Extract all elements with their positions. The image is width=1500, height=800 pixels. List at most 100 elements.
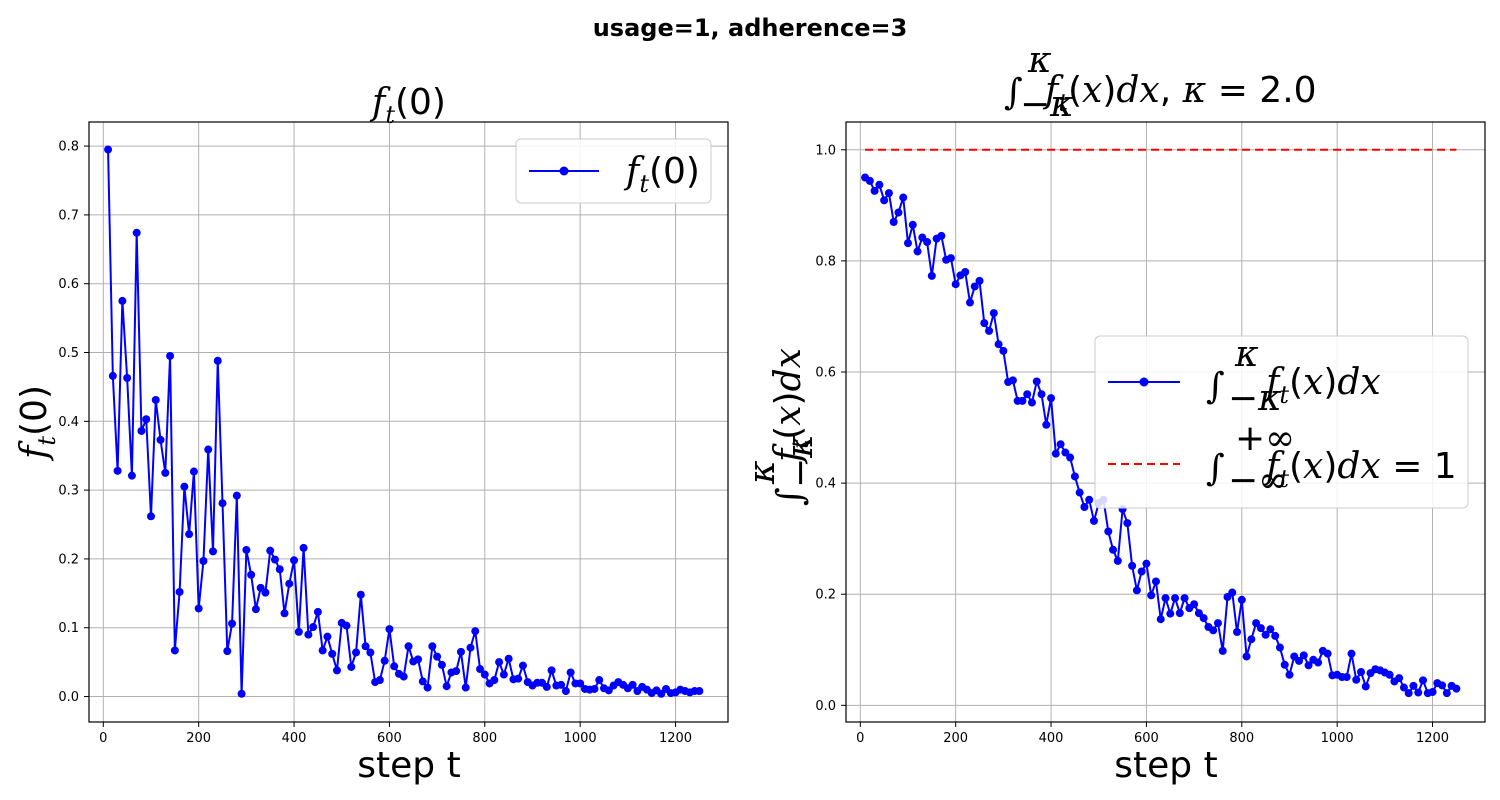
- data-point: [108, 371, 117, 380]
- left-x-axis-label: step t: [357, 745, 460, 786]
- x-tick-label: 1200: [659, 731, 692, 746]
- data-point: [1042, 420, 1051, 429]
- data-point: [1266, 625, 1275, 634]
- y-tick-label: 0.5: [58, 346, 79, 361]
- data-point: [884, 189, 893, 198]
- data-point: [1047, 394, 1056, 403]
- data-point: [1256, 624, 1265, 633]
- data-point: [1085, 495, 1094, 504]
- data-point: [1171, 594, 1180, 603]
- data-point: [1051, 449, 1060, 458]
- data-point: [433, 652, 442, 661]
- x-tick-label: 400: [282, 731, 307, 746]
- data-point: [1213, 619, 1222, 628]
- right-legend-label-2: ∫ +∞ −∞ ft(x)dx = 1: [1206, 418, 1457, 501]
- data-point: [304, 630, 313, 639]
- y-tick-label: 0.3: [58, 484, 79, 499]
- data-point: [999, 346, 1008, 355]
- data-point: [199, 556, 208, 565]
- data-point: [875, 180, 884, 189]
- data-point: [156, 435, 165, 444]
- data-point: [1261, 630, 1270, 639]
- data-point: [208, 547, 217, 556]
- data-point: [352, 648, 361, 657]
- data-point: [1075, 488, 1084, 497]
- x-tick-label: 0: [99, 731, 107, 746]
- data-point: [232, 491, 241, 500]
- left-legend: ft(0): [515, 138, 712, 204]
- svg-text:−κ: −κ: [1228, 378, 1282, 419]
- data-point: [1428, 688, 1437, 696]
- data-point: [695, 687, 704, 696]
- data-point: [557, 680, 566, 689]
- data-point: [1280, 660, 1289, 669]
- data-point: [423, 683, 432, 692]
- data-point: [1237, 595, 1246, 604]
- data-point: [1190, 600, 1199, 609]
- data-point: [328, 649, 337, 658]
- svg-text:−κ: −κ: [780, 434, 821, 488]
- data-point: [318, 646, 327, 655]
- y-tick-label: 0.1: [58, 621, 79, 636]
- data-point: [1066, 453, 1075, 462]
- y-tick-label: 0.6: [58, 277, 79, 292]
- data-point: [390, 662, 399, 671]
- data-point: [104, 145, 113, 154]
- data-point: [1070, 472, 1079, 481]
- data-point: [946, 254, 955, 263]
- right-legend-box: [1094, 335, 1469, 509]
- data-point: [899, 193, 908, 202]
- data-point: [1275, 643, 1284, 652]
- data-point: [1442, 689, 1451, 698]
- data-point: [865, 176, 874, 185]
- data-point: [913, 247, 922, 256]
- data-point: [961, 268, 970, 276]
- data-point: [437, 660, 446, 669]
- data-point: [1438, 681, 1447, 690]
- data-point: [461, 683, 470, 692]
- data-point: [251, 605, 260, 614]
- data-point: [561, 687, 570, 696]
- y-tick-label: 0.6: [815, 366, 836, 381]
- data-point: [937, 231, 946, 240]
- data-point: [1109, 545, 1118, 554]
- data-point: [280, 609, 289, 618]
- data-point: [309, 623, 318, 632]
- data-point: [194, 604, 203, 613]
- data-point: [414, 655, 423, 664]
- data-point: [980, 319, 989, 328]
- data-point: [566, 668, 575, 677]
- data-point: [266, 546, 275, 555]
- data-point: [189, 467, 198, 476]
- data-point: [1056, 440, 1065, 449]
- data-point: [228, 619, 237, 628]
- data-point: [375, 676, 384, 685]
- y-tick-label: 0.8: [58, 140, 79, 155]
- left-y-axis-label: ft(0): [14, 385, 61, 462]
- data-point: [452, 667, 461, 676]
- right-chart: ∫ κ −κ ft(x)dx, κ = 2.0 0 200 400 600 800 100…: [742, 40, 1486, 786]
- data-point: [404, 642, 413, 651]
- data-point: [142, 415, 151, 424]
- y-tick-label: 1.0: [815, 143, 836, 158]
- data-point: [1151, 577, 1160, 586]
- data-point: [1409, 681, 1418, 690]
- data-point: [1242, 652, 1251, 661]
- data-point: [1142, 559, 1151, 568]
- data-point: [123, 373, 132, 382]
- data-point: [927, 271, 936, 280]
- left-plot-area: [104, 145, 704, 698]
- data-point: [137, 426, 146, 435]
- data-point: [1180, 594, 1189, 603]
- data-point: [514, 674, 523, 683]
- right-x-ticks: 0 200 400 600 800 1000 1200: [856, 722, 1449, 746]
- x-tick-label: 200: [186, 731, 211, 746]
- data-point: [170, 646, 179, 655]
- data-point: [628, 680, 637, 689]
- data-point: [323, 632, 332, 641]
- data-point: [385, 625, 394, 634]
- data-point: [1233, 628, 1242, 636]
- svg-text:+∞: +∞: [1235, 418, 1295, 459]
- data-point: [595, 676, 604, 685]
- y-tick-label: 0.8: [815, 254, 836, 269]
